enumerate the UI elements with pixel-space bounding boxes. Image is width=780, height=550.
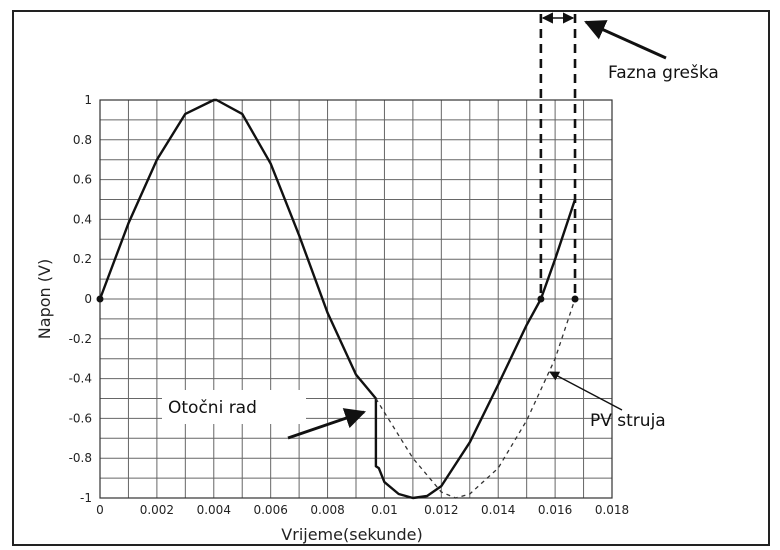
islanding-annotation: Otočni rad xyxy=(168,398,257,418)
pv-current-annotation: PV struja xyxy=(590,411,666,431)
x-tick-label: 0.018 xyxy=(595,503,629,517)
x-tick-label: 0.012 xyxy=(424,503,458,517)
data-point-marker xyxy=(537,295,545,303)
y-tick-label: 0.6 xyxy=(73,173,92,187)
phase-error-annotation: Fazna greška xyxy=(608,63,719,83)
x-tick-label: 0.016 xyxy=(538,503,572,517)
y-tick-label: 1 xyxy=(84,93,92,107)
x-tick-label: 0.004 xyxy=(197,503,231,517)
x-axis-label: Vrijeme(sekunde) xyxy=(281,525,422,544)
y-axis-label: Napon (V) xyxy=(35,259,54,339)
grid xyxy=(99,99,613,499)
y-tick-label: 0 xyxy=(84,292,92,306)
tick-labels: 0 0.002 0.004 0.006 0.008 0.01 0.012 0.014 0.016… xyxy=(69,93,630,517)
y-tick-label: -0.6 xyxy=(69,411,92,425)
x-tick-label: 0 xyxy=(96,503,104,517)
x-tick-label: 0.008 xyxy=(310,503,344,517)
series-voltage-line xyxy=(98,98,577,500)
x-tick-label: 0.002 xyxy=(140,503,174,517)
x-tick-label: 0.006 xyxy=(253,503,287,517)
data-markers xyxy=(96,12,579,303)
y-tick-label: -1 xyxy=(80,491,92,505)
annotations: Napon (V) Vrijeme(sekunde) Otočni rad PV… xyxy=(35,20,719,544)
y-tick-label: -0.8 xyxy=(69,451,92,465)
figure-frame: 0 0.002 0.004 0.006 0.008 0.01 0.012 0.014 0.016… xyxy=(12,10,770,546)
y-tick-label: -0.2 xyxy=(69,332,92,346)
x-tick-label: 0.014 xyxy=(481,503,515,517)
data-point-marker xyxy=(96,295,104,303)
islanding-label-background xyxy=(162,390,306,424)
series-layer xyxy=(98,98,577,500)
y-tick-label: -0.4 xyxy=(69,372,92,386)
voltage-chart: 0 0.002 0.004 0.006 0.008 0.01 0.012 0.014 0.016… xyxy=(35,12,719,544)
phase-error-arrow xyxy=(584,20,667,60)
y-tick-label: 0.2 xyxy=(73,252,92,266)
islanding-arrow xyxy=(287,408,366,440)
pv-current-arrow xyxy=(549,371,623,411)
y-tick-label: 0.4 xyxy=(73,212,92,226)
series-pv-current-line xyxy=(375,298,576,499)
x-tick-label: 0.01 xyxy=(371,503,398,517)
y-tick-label: 0.8 xyxy=(73,133,92,147)
data-point-marker xyxy=(571,295,579,303)
